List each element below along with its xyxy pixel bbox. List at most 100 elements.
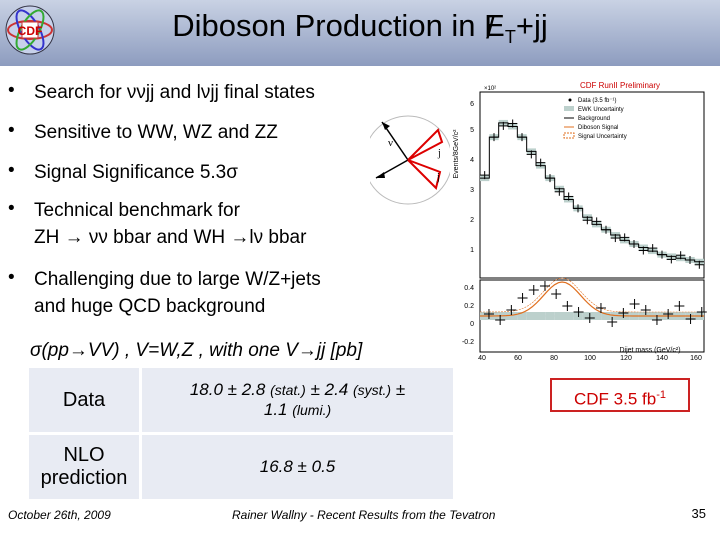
cdf-logo: CDF bbox=[5, 5, 55, 55]
ratio-uncertainty-band bbox=[517, 312, 527, 320]
jet-cone-icon bbox=[407, 128, 444, 161]
ratio-yaxis: 0.4 0.2 0 -0.2 bbox=[462, 285, 474, 346]
arrow-head-icon bbox=[382, 122, 390, 130]
ratio-uncertainty-band bbox=[582, 312, 592, 320]
syst-label: (syst.) bbox=[352, 382, 392, 398]
legend-label: Background bbox=[578, 116, 610, 122]
x-tick: 140 bbox=[656, 355, 668, 362]
footer-author: Rainer Wallny - Recent Results from the … bbox=[232, 508, 496, 522]
bullet-dot-icon: • bbox=[8, 80, 15, 101]
ratio-uncertainty-band bbox=[508, 312, 518, 320]
table-row: NLO prediction 16.8 ± 0.5 bbox=[29, 433, 453, 502]
legend-marker-ewk bbox=[564, 106, 574, 111]
met-symbol: E / bbox=[484, 8, 505, 45]
plot-header: CDF RunII Preliminary bbox=[580, 81, 660, 90]
plot-exponent: ×10² bbox=[484, 86, 496, 92]
plot-xlabel: Dijet mass (GeV/c²) bbox=[619, 347, 680, 354]
cross-section-label: σ(pp→VV) , V=W,Z , with one V→jj [pb] bbox=[30, 340, 363, 361]
nlo-label-cell: NLO prediction bbox=[29, 433, 142, 502]
ratio-uncertainty-band bbox=[545, 312, 555, 320]
x-tick: 40 bbox=[478, 355, 486, 362]
y-tick: 4 bbox=[470, 157, 474, 164]
page-number: 35 bbox=[691, 506, 706, 521]
nlo-label-line2: prediction bbox=[40, 467, 128, 489]
bullet-text: ZH → νν bbar and WH →lν bbar bbox=[34, 227, 307, 248]
main-yaxis: 1 2 3 4 5 6 bbox=[470, 101, 474, 254]
signal-curve bbox=[479, 281, 704, 317]
ratio-uncertainty-band bbox=[536, 312, 546, 320]
legend-label: Diboson Signal bbox=[578, 125, 618, 131]
plot-ylabel: Events/8GeV/c² bbox=[453, 129, 460, 179]
ratio-uncertainty-band bbox=[526, 312, 536, 320]
x-tick: 100 bbox=[584, 355, 596, 362]
bullet-dot-icon: • bbox=[8, 198, 15, 219]
lumi-value: 1.1 bbox=[263, 400, 293, 419]
title-bar: CDF Diboson Production in E / T+jj bbox=[0, 0, 720, 66]
bullet-text: Technical benchmark for bbox=[34, 200, 240, 221]
legend: Data (3.5 fb⁻¹) EWK Uncertainty Backgrou… bbox=[563, 98, 627, 140]
ratio-uncertainty-band bbox=[554, 312, 564, 320]
data-value-main: 18.0 ± 2.8 bbox=[189, 380, 271, 399]
jet-cone-icon bbox=[407, 159, 442, 190]
ratio-tick: 0.4 bbox=[464, 285, 474, 292]
cdf-box-text: CDF 3.5 fb bbox=[574, 389, 657, 409]
y-tick: 3 bbox=[470, 187, 474, 194]
x-tick: 80 bbox=[550, 355, 558, 362]
bullet-text: Sensitive to WW, WZ and ZZ bbox=[34, 122, 278, 143]
title-main: Diboson Production in bbox=[172, 8, 485, 43]
met-slash-icon: / bbox=[486, 10, 495, 45]
legend-label: EWK Uncertainty bbox=[578, 107, 624, 113]
title-suffix: +jj bbox=[515, 8, 548, 43]
met-subscript: T bbox=[504, 27, 516, 48]
background-line bbox=[480, 122, 704, 263]
table-row: Data 18.0 ± 2.8 (stat.) ± 2.4 (syst.) ±1… bbox=[29, 368, 453, 435]
ratio-tick: 0 bbox=[470, 321, 474, 328]
stat-label: (stat.) bbox=[270, 382, 306, 398]
bullet-dot-icon: • bbox=[8, 267, 15, 288]
data-value-mid: ± 2.4 bbox=[305, 380, 353, 399]
jet-label: j bbox=[437, 148, 441, 159]
cdf-box-sup: -1 bbox=[656, 389, 666, 401]
results-table: Data 18.0 ± 2.8 (stat.) ± 2.4 (syst.) ±1… bbox=[29, 368, 453, 502]
ratio-uncertainty-band bbox=[573, 312, 583, 320]
dijet-mass-plot: CDF RunII Preliminary Events/8GeV/c² ×10… bbox=[450, 76, 718, 364]
y-tick: 2 bbox=[470, 217, 474, 224]
bullet-text: Challenging due to large W/Z+jets bbox=[34, 269, 321, 290]
bullet-text: Search for ννjj and lνjj final states bbox=[34, 82, 315, 103]
svg-text:CDF: CDF bbox=[18, 24, 43, 38]
legend-label: Data (3.5 fb⁻¹) bbox=[578, 98, 617, 104]
nlo-label-line1: NLO bbox=[63, 444, 105, 466]
event-topology-diagram: ν j j bbox=[370, 115, 450, 205]
main-frame bbox=[479, 91, 705, 279]
y-tick: 5 bbox=[470, 127, 474, 134]
bullet-dot-icon: • bbox=[8, 160, 15, 181]
footer-date: October 26th, 2009 bbox=[8, 508, 111, 522]
main-histogram bbox=[480, 119, 704, 269]
ratio-tick: -0.2 bbox=[462, 339, 474, 346]
nlo-value-cell: 16.8 ± 0.5 bbox=[140, 433, 453, 502]
legend-label: Signal Uncertainty bbox=[578, 134, 627, 140]
x-axis: 40 60 80 100 120 140 160 bbox=[478, 355, 702, 362]
ratio-histogram bbox=[479, 277, 707, 327]
data-label-cell: Data bbox=[29, 368, 142, 435]
y-tick: 1 bbox=[470, 247, 474, 254]
y-tick: 6 bbox=[470, 101, 474, 108]
nu-label: ν bbox=[388, 137, 393, 149]
data-value-pm: ± bbox=[391, 380, 406, 399]
met-letter: E bbox=[484, 8, 505, 43]
jet-label: j bbox=[436, 172, 440, 183]
slide-title: Diboson Production in E / T+jj bbox=[60, 8, 660, 48]
bullet-text: and huge QCD background bbox=[34, 296, 266, 317]
data-value-cell: 18.0 ± 2.8 (stat.) ± 2.4 (syst.) ±1.1 (l… bbox=[140, 368, 453, 435]
bullet-dot-icon: • bbox=[8, 120, 15, 141]
ratio-uncertainty-band bbox=[592, 312, 602, 320]
legend-marker-data bbox=[568, 98, 572, 102]
legend-marker-sigunc bbox=[563, 132, 575, 139]
cdf-luminosity-box: CDF 3.5 fb-1 bbox=[550, 378, 690, 412]
x-tick: 160 bbox=[690, 355, 702, 362]
ratio-uncertainty-band bbox=[564, 312, 574, 320]
lumi-label: (lumi.) bbox=[292, 402, 332, 418]
x-tick: 120 bbox=[620, 355, 632, 362]
x-tick: 60 bbox=[514, 355, 522, 362]
ratio-tick: 0.2 bbox=[464, 303, 474, 310]
